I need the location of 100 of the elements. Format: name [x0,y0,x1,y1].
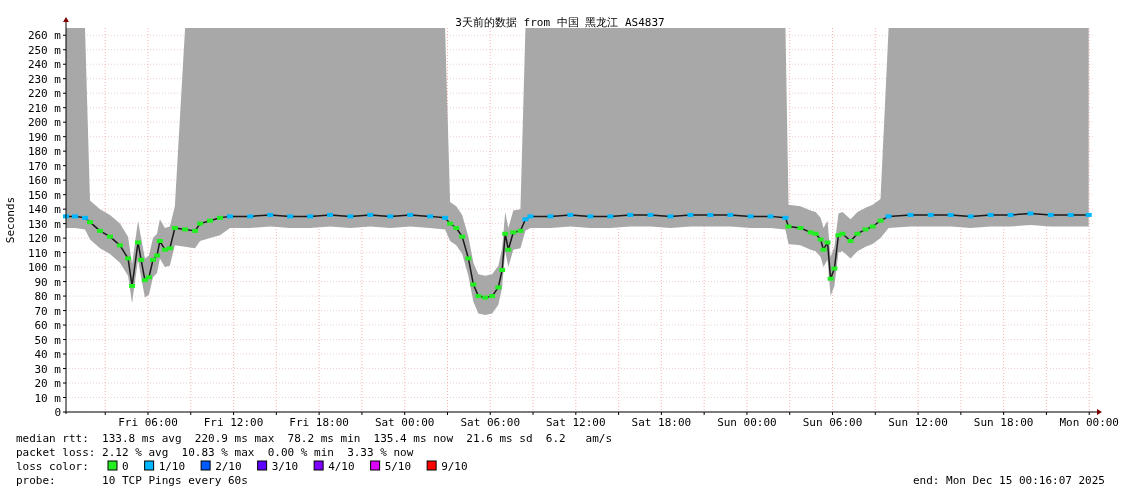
y-tick-label: 250 m [27,43,62,57]
point [567,212,574,217]
legend-label: 9/10 [441,460,468,473]
point [475,294,482,299]
point [967,214,974,219]
point [885,214,892,219]
point [207,218,214,223]
legend-item: 2/10 [200,460,242,473]
point [517,228,524,233]
point [1027,211,1034,216]
point [367,212,374,217]
point [499,267,506,272]
legend-item: 5/10 [370,460,412,473]
chart-title: 3天前的数据 from 中国 黑龙江 AS4837 [455,16,665,29]
point [407,212,414,217]
x-tick-label: Sun 06:00 [802,416,863,429]
x-tick-label: Mon 00:00 [1059,416,1119,429]
point [287,214,294,219]
x-tick-label: Sat 12:00 [546,416,606,429]
point [72,214,79,219]
legend-label: 4/10 [328,460,355,473]
point [307,214,314,219]
point [192,228,199,233]
point [667,214,674,219]
y-tick-label: 80 m [34,290,62,304]
legend-item: 3/10 [257,460,299,473]
point [495,285,502,290]
y-axis-title: Seconds [4,196,17,244]
y-tick-label: 120 m [27,232,62,246]
point [227,214,233,219]
point [502,231,509,236]
point [877,218,884,223]
point [839,231,846,236]
legend-item: 0 [107,460,129,473]
point [145,275,152,280]
legend-label: 3/10 [271,460,299,473]
point [767,214,774,219]
legend-label: 1/10 [158,460,186,473]
point [831,266,838,271]
y-tick-label: 110 m [27,246,62,260]
y-tick-label: 60 m [34,319,62,333]
point [96,228,103,233]
legend-item: 4/10 [313,460,355,473]
y-tick-label: 200 m [27,116,62,130]
point [547,214,554,219]
point [465,256,472,261]
point [106,234,113,239]
point [387,214,394,219]
point [747,214,754,219]
x-tick-label: Fri 18:00 [289,416,349,429]
y-tick-label: 0 [54,406,61,419]
x-tick-label: Sun 18:00 [973,416,1034,429]
text: median rtt: 133.8 ms avg 220.9 ms max 78.2 ms min 135.4 ms now 21.6 ms sd 6.2 am/s [16,432,613,445]
y-tick-label: 230 m [27,72,62,86]
point [166,246,173,251]
y-tick-label: 150 m [27,188,62,202]
point [347,214,354,219]
y-tick-label: 210 m [27,101,62,115]
point [182,227,189,232]
y-tick-label: 140 m [27,203,62,217]
x-tick-label: Sun 00:00 [717,416,777,429]
x-tick-label: Sat 00:00 [374,416,435,429]
y-tick-label: 90 m [34,275,62,289]
point [267,212,274,217]
point [687,212,694,217]
point [135,240,142,245]
point [149,257,156,262]
legend-title: loss color: [16,460,89,473]
legend-item: 9/10 [426,460,468,473]
point [1047,212,1054,217]
point [869,224,876,229]
x-tick-label: Sun 12:00 [888,416,948,429]
y-tick-label: 190 m [27,130,62,144]
point [1067,212,1074,217]
point [510,230,517,235]
point [453,225,460,230]
y-tick-label: 160 m [27,174,62,188]
text: packet loss: 2.12 % avg 10.83 % max 0.00 % min 3.33 % now [16,446,414,459]
point [707,212,714,217]
point [797,225,804,230]
point [125,256,132,261]
point [505,247,512,252]
point [627,212,634,217]
legend-item: 1/10 [144,460,186,473]
y-tick-label: 180 m [27,145,62,159]
point [138,257,145,262]
point [827,276,834,281]
y-tick-label: 10 m [34,391,62,405]
point [1007,212,1014,217]
point [171,225,178,230]
point [470,282,477,287]
point [197,221,204,226]
point [862,227,869,232]
y-tick-label: 260 m [27,29,62,43]
y-tick-label: 130 m [27,217,62,231]
point [854,231,861,236]
x-tick-label: Fri 06:00 [118,416,178,429]
point [587,214,594,219]
x-tick-label: Sat 18:00 [631,416,692,429]
text: end: Mon Dec 15 00:16:07 2025 [912,474,1105,487]
